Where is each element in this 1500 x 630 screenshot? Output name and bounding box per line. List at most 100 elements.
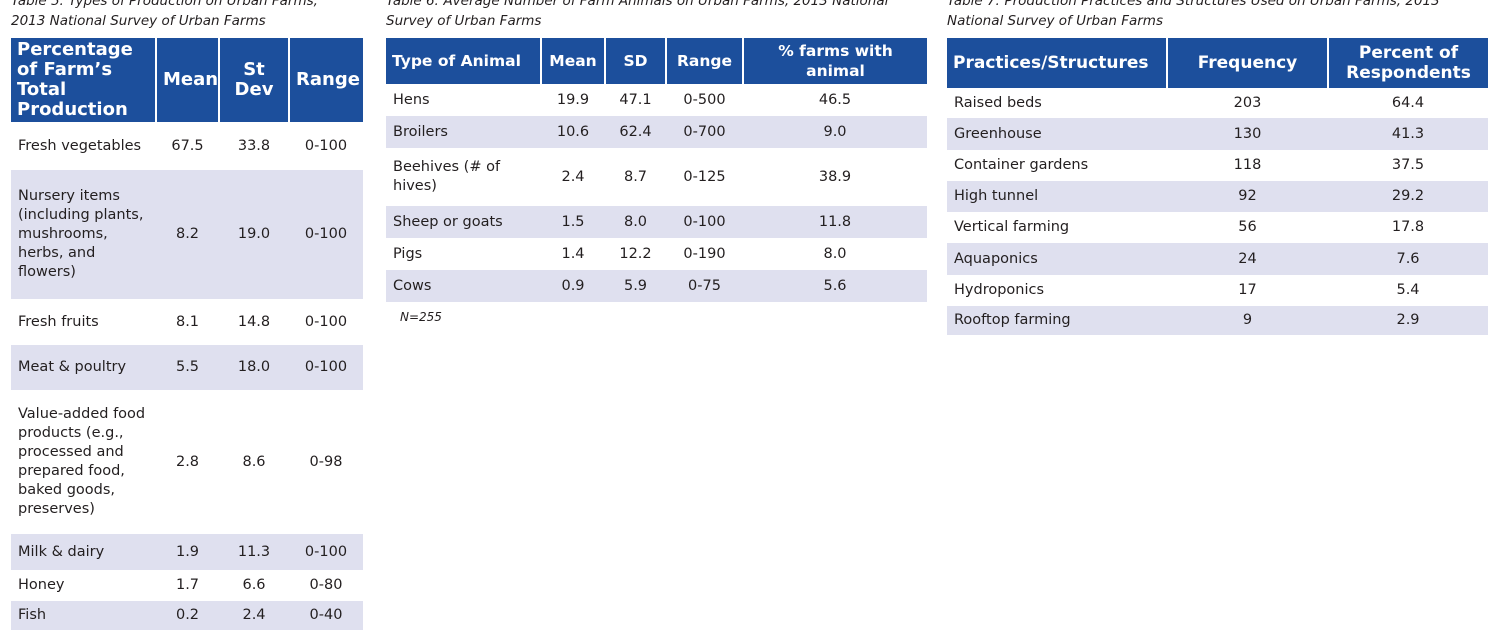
- table-cell: 0-700: [666, 116, 743, 148]
- table-cell: 8.1: [175, 313, 200, 330]
- table: Percentage of Farm’s Total Production Mea…: [11, 38, 363, 630]
- table-cell: 33.8: [237, 137, 271, 154]
- table-cell: 18.0: [219, 345, 289, 390]
- table-cell: 37.5: [1391, 157, 1425, 173]
- table-cell: 1.4: [561, 245, 585, 262]
- table-row: Container gardens 118 37.5: [947, 150, 1488, 181]
- table-cell: 0-100: [289, 534, 363, 570]
- table-cell: Cows: [386, 270, 541, 302]
- table-cell: Sheep or goats: [386, 206, 541, 238]
- table-row: Greenhouse 130 41.3: [947, 118, 1488, 150]
- table-cell: 0-500: [683, 91, 726, 108]
- header-cell: SD: [604, 38, 666, 84]
- table-row: Hens 19.9 47.1 0-500 46.5: [386, 84, 927, 116]
- header-cell: Percentage of Farm’s Total Production: [11, 38, 156, 122]
- header-cell: % farms with animal: [742, 38, 927, 84]
- table-title: Table 5: Types of Production on Urban Fa…: [11, 0, 318, 29]
- table-cell: 47.1: [619, 91, 652, 108]
- table-cell: 19.9: [556, 91, 590, 108]
- table-cell: 8.7: [623, 168, 648, 185]
- table-cell: Nursery items (including plants, mushroo…: [11, 170, 156, 299]
- table-cell: Milk & dairy: [11, 534, 156, 570]
- table-cell: Hydroponics: [954, 282, 1045, 298]
- table-cell: 118: [1233, 157, 1262, 173]
- table-cell: 1.5: [541, 206, 605, 238]
- header-cell: St Dev: [218, 38, 289, 122]
- table-cell: Aquaponics: [947, 243, 1167, 275]
- table-cell: 0-100: [304, 313, 348, 330]
- table-row: Fresh vegetables 67.5 33.8 0-100: [11, 122, 363, 170]
- table-cell: 7.6: [1328, 243, 1488, 275]
- table-cell: 38.9: [818, 168, 852, 185]
- table-cell: 62.4: [605, 116, 666, 148]
- table-cell: 9.0: [743, 116, 927, 148]
- table-cell: 19.0: [219, 170, 289, 299]
- header-cell: Mean: [540, 38, 605, 84]
- table-cell: 8.6: [242, 453, 266, 470]
- table-cell: 24: [1167, 243, 1328, 275]
- header-cell: Practices/Structures: [947, 38, 1167, 88]
- header-cell: Percent of Respondents: [1327, 38, 1488, 88]
- table-row: Meat & poultry 5.5 18.0 0-100: [11, 345, 363, 390]
- table-cell: 5.9: [605, 270, 666, 302]
- header-cell: Range: [665, 38, 743, 84]
- table-cell: Beehives (# of hives): [393, 159, 501, 194]
- table-cell: 0-40: [289, 601, 363, 630]
- table-cell: 14.8: [237, 313, 271, 330]
- table-cell: Hens: [393, 91, 430, 108]
- table-cell: 2.4: [219, 601, 289, 630]
- table-cell: Container gardens: [954, 157, 1089, 173]
- table-cell: Fish: [11, 601, 156, 630]
- table-cell: 0-100: [289, 345, 363, 390]
- table-cell: 0-80: [309, 577, 343, 593]
- table-cell: 41.3: [1328, 118, 1488, 150]
- table-cell: 29.2: [1328, 181, 1488, 212]
- table-row: Honey 1.7 6.6 0-80: [11, 570, 363, 601]
- table-cell: Fresh fruits: [18, 313, 99, 330]
- table-cell: 12.2: [619, 245, 652, 262]
- table-cell: Fresh vegetables: [18, 137, 142, 154]
- header-row: Type of Animal Mean SD Range% farms with an…: [386, 38, 927, 84]
- table-cell: 0.2: [156, 601, 219, 630]
- table-row: Vertical farming 56 17.8: [947, 212, 1488, 243]
- table-note: N=255: [400, 310, 442, 324]
- table-cell: Vertical farming: [954, 219, 1070, 235]
- table-row: Raised beds 203 64.4: [947, 88, 1488, 118]
- table-cell: 64.4: [1391, 94, 1425, 111]
- table-cell: Rooftop farming: [947, 306, 1167, 335]
- table-cell: 0-75: [666, 270, 743, 302]
- table-cell: 17.8: [1391, 219, 1425, 235]
- table-cell: 0-100: [666, 206, 743, 238]
- table: Type of Animal Mean SD Range% farms with an…: [386, 38, 927, 302]
- header-cell: Type of Animal: [386, 38, 541, 84]
- table-cell: Honey: [18, 577, 65, 593]
- table-cell: 0-100: [304, 137, 348, 154]
- table-cell: 92: [1167, 181, 1328, 212]
- table-cell: 5.6: [743, 270, 927, 302]
- table-cell: 8.0: [823, 245, 847, 262]
- table-cell: 9: [1167, 306, 1328, 335]
- table-cell: 11.8: [743, 206, 927, 238]
- table-cell: 56: [1238, 219, 1257, 235]
- table-row: Nursery items (including plants, mushroo…: [11, 170, 363, 299]
- table-cell: 0.9: [541, 270, 605, 302]
- table-cell: 46.5: [818, 91, 852, 108]
- table: Practices/Structures Frequency Percent of …: [947, 38, 1488, 335]
- table-cell: 8.0: [605, 206, 666, 238]
- header-row: Percentage of Farm’s Total Production Mea…: [11, 38, 363, 122]
- header-row: Practices/Structures Frequency Percent of …: [947, 38, 1488, 88]
- table-row: Value-added food products (e.g., process…: [11, 390, 363, 534]
- table-row: Rooftop farming 9 2.9: [947, 306, 1488, 335]
- table-row: Beehives (# of hives) 2.4 8.7 0-125 38.9: [386, 148, 927, 206]
- table-cell: 5.5: [156, 345, 219, 390]
- table-cell: 2.9: [1328, 306, 1488, 335]
- table-row: Pigs 1.4 12.2 0-190 8.0: [386, 238, 927, 270]
- table-title: Table 7: Production Practices and Struct…: [947, 0, 1440, 29]
- table-row: Sheep or goats 1.5 8.0 0-100 11.8: [386, 206, 927, 238]
- table-row: Cows 0.9 5.9 0-75 5.6: [386, 270, 927, 302]
- table-row: Fresh fruits 8.1 14.8 0-100: [11, 299, 363, 345]
- table-row: Aquaponics 24 7.6: [947, 243, 1488, 275]
- table-cell: 2.8: [175, 453, 200, 470]
- table-cell: 0-100: [289, 170, 363, 299]
